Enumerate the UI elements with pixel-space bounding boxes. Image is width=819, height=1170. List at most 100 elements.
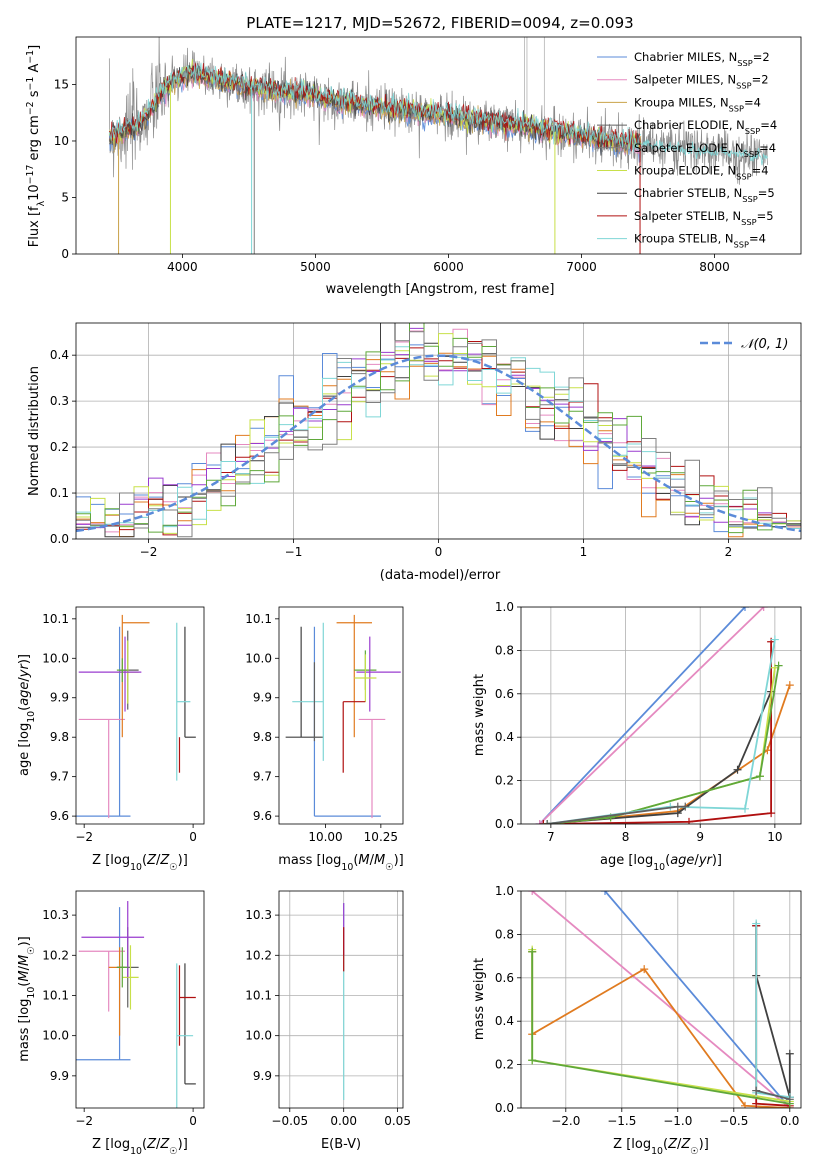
axes-frame: [75, 890, 205, 1109]
weight-line: [546, 639, 776, 824]
legend-entry: Salpeter MILES, NSSP=2: [634, 73, 769, 91]
errorbar-point: [354, 654, 377, 702]
plot-area: [76, 901, 196, 1108]
weight-marker: [685, 817, 693, 824]
plot-area: [76, 323, 801, 539]
axes-frame: [520, 890, 802, 1109]
y-tick-label: 10.0: [42, 1029, 69, 1043]
errorbar-point: [176, 963, 194, 1108]
x-tick-label: −2.0: [551, 1114, 580, 1128]
y-tick-label: 9.8: [253, 730, 272, 744]
x-axis-label: Z [log10(Z/Z☉)]: [613, 1137, 709, 1157]
y-tick-label: 0.0: [50, 532, 69, 546]
y-tick-label: 15: [54, 77, 69, 91]
weight-line: [547, 667, 776, 824]
errorbar-point: [342, 701, 366, 773]
spectrum-model-line: [108, 63, 641, 152]
plot-area: [76, 614, 196, 819]
y-tick-label: 0.4: [495, 1014, 514, 1028]
y-axis-label: age [log10(age/yr)]: [17, 654, 37, 776]
y-tick-label: 10.0: [245, 1029, 272, 1043]
histogram-step: [76, 331, 801, 538]
x-tick-label: 7: [547, 830, 555, 844]
weight-line: [543, 641, 772, 824]
y-tick-label: 9.6: [253, 809, 272, 823]
y-tick-label: 9.7: [253, 770, 272, 784]
y-tick-label: 1.0: [495, 600, 514, 614]
weight-marker: [528, 891, 537, 895]
y-tick-label: 0.4: [495, 730, 514, 744]
weight-marker: [543, 820, 552, 824]
y-tick-label: 0: [61, 247, 69, 261]
y-tick-label: 0.4: [50, 348, 69, 362]
x-tick-label: −1.5: [607, 1114, 636, 1128]
x-tick-label: 0.0: [780, 1114, 799, 1128]
weight-marker: [681, 802, 690, 811]
legend-entry: Kroupa ELODIE, NSSP=4: [634, 164, 769, 182]
weight-line: [531, 949, 790, 1103]
y-tick-label: 10.3: [245, 908, 272, 922]
axes-frame: [520, 606, 802, 825]
x-tick-label: 0: [189, 830, 197, 844]
legend-entry: Chabrier MILES, NSSP=2: [634, 50, 770, 68]
x-tick-label: 10.25: [364, 830, 398, 844]
errorbar-point: [176, 622, 191, 781]
y-tick-label: 0.0: [495, 1101, 514, 1115]
x-tick-label: 8: [622, 830, 630, 844]
chart-residuals: −2 −1 0 1 2 0.0 0.1 0.2 0.3 0.4 (data-model)/error…: [27, 322, 802, 583]
x-tick-label: 0.00: [330, 1114, 357, 1128]
errorbar-point: [76, 626, 131, 817]
y-tick-label: 0.2: [495, 1058, 514, 1072]
chart-spectrum: 4000 5000 6000 7000 8000 0 5 10 15 wavelength [An…: [25, 36, 802, 297]
y-tick-label: 9.9: [50, 691, 69, 705]
y-tick-label: 0.8: [495, 927, 514, 941]
weight-marker: [741, 607, 749, 611]
legend-entry: Chabrier STELIB, NSSP=5: [634, 186, 775, 204]
errorbar-point: [78, 636, 142, 712]
weight-marker: [741, 804, 749, 813]
y-tick-label: 5: [61, 190, 69, 204]
y-tick-label: 10.1: [245, 988, 272, 1002]
errorbar-point: [285, 626, 324, 738]
x-axis-label: (data-model)/error: [380, 568, 501, 583]
weight-line: [539, 607, 765, 824]
errorbar-point: [121, 614, 150, 738]
weight-marker: [752, 1099, 761, 1108]
x-axis-label: Z [log10(Z/Z☉)]: [92, 853, 188, 873]
x-tick-label: 0.05: [384, 1114, 411, 1128]
x-axis-label: Z [log10(Z/Z☉)]: [92, 1137, 188, 1157]
x-tick-label: 2: [725, 545, 733, 559]
y-axis-label: Normed distribution: [27, 366, 42, 496]
errorbar-point: [356, 636, 401, 712]
x-tick-label: 8000: [699, 260, 730, 274]
chart-massweight_vs_Z: −2.0 −1.5 −1.0 −0.5 0.0 0.0 0.2 0.4 0.6 0.8 1.0 Z […: [472, 884, 802, 1157]
spectrum-model-line: [641, 139, 768, 166]
y-tick-label: 10: [54, 134, 69, 148]
x-axis-label: age [log10(age/yr)]: [600, 853, 722, 873]
y-tick-label: 9.9: [253, 691, 272, 705]
y-tick-label: 0.6: [495, 687, 514, 701]
weight-marker: [770, 635, 779, 644]
y-tick-label: 9.6: [50, 809, 69, 823]
x-tick-label: 10: [767, 830, 782, 844]
weight-marker: [752, 1086, 761, 1095]
y-tick-label: 10.2: [245, 948, 272, 962]
weight-line: [604, 891, 791, 1108]
legend-entry: Salpeter STELIB, NSSP=5: [634, 209, 774, 227]
errorbar-point: [358, 718, 386, 819]
weight-marker: [673, 802, 682, 811]
chart-massweight_vs_age: 7 8 9 10 0.0 0.2 0.4 0.6 0.8 1.0 age [log10(age/yr…: [472, 600, 802, 873]
legend-entry: Kroupa STELIB, NSSP=4: [634, 232, 766, 250]
errorbar-point: [184, 963, 196, 1085]
axes-frame: [278, 890, 404, 1109]
plot-area: [108, 37, 769, 254]
errorbar-point: [81, 901, 145, 978]
weight-marker: [759, 607, 768, 611]
y-tick-label: 10.2: [42, 948, 69, 962]
weight-marker: [528, 1056, 537, 1065]
x-tick-label: −0.5: [719, 1114, 748, 1128]
weight-line: [531, 891, 791, 1108]
y-tick-label: 10.1: [42, 988, 69, 1002]
x-tick-label: 9: [696, 830, 704, 844]
